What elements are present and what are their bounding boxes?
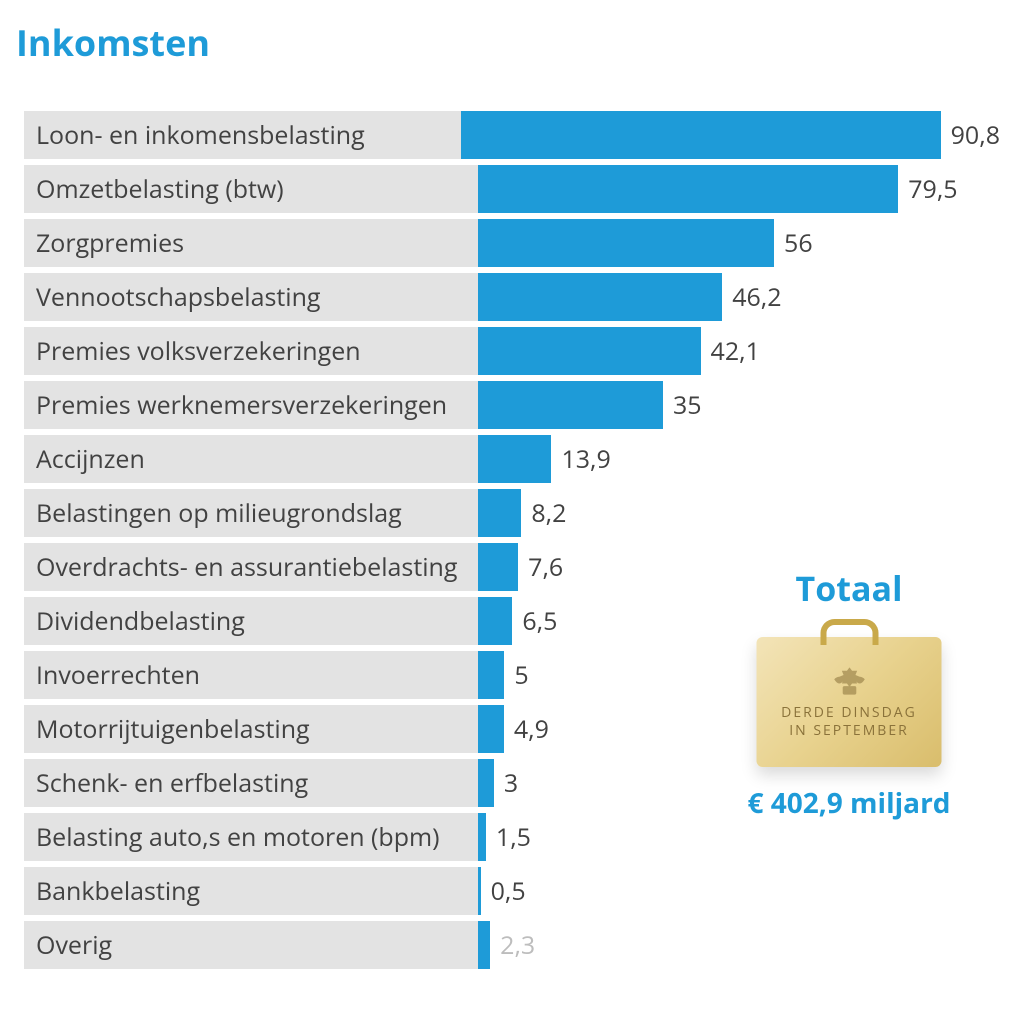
chart-row-value: 42,1 [711, 334, 760, 368]
chart-row-value: 5 [514, 658, 528, 692]
briefcase-icon: DERDE DINSDAG IN SEPTEMBER [719, 619, 979, 774]
total-panel: Totaal DERDE DINSDAG IN SEPTEMBER € 402,… [719, 565, 979, 822]
chart-bar [461, 111, 941, 159]
page-title: Inkomsten [16, 18, 1000, 67]
income-bar-chart: Loon- en inkomensbelasting 90,8 Omzetbelas… [24, 111, 1000, 969]
chart-row: Premies werknemersverzekeringen 35 [24, 381, 1000, 429]
chart-row-label: Loon- en inkomensbelasting [24, 111, 461, 159]
chart-bar [478, 705, 504, 753]
chart-row-label: Dividendbelasting [24, 597, 478, 645]
chart-row-label: Zorgpremies [24, 219, 478, 267]
chart-bar [478, 327, 701, 375]
chart-row-label: Belasting auto,s en motoren (bpm) [24, 813, 478, 861]
chart-row-value: 6,5 [522, 604, 557, 638]
chart-bar [478, 381, 663, 429]
chart-row-value: 90,8 [951, 118, 1000, 152]
chart-row-value: 1,5 [496, 820, 531, 854]
chart-row-value: 79,5 [908, 172, 957, 206]
chart-bar [478, 273, 722, 321]
chart-bar [478, 759, 494, 807]
chart-row: Premies volksverzekeringen 42,1 [24, 327, 1000, 375]
chart-row-value: 4,9 [514, 712, 549, 746]
chart-row-value: 2,3 [500, 928, 535, 962]
chart-row-label: Bankbelasting [24, 867, 478, 915]
chart-row: Bankbelasting 0,5 [24, 867, 1000, 915]
chart-row-bar-area: 0,5 [478, 867, 1000, 915]
chart-bar [478, 867, 481, 915]
chart-row-bar-area: 2,3 [478, 921, 1000, 969]
chart-bar [478, 219, 774, 267]
chart-bar [478, 489, 521, 537]
chart-row-bar-area: 90,8 [461, 111, 1000, 159]
chart-row-value: 35 [673, 388, 702, 422]
chart-row-bar-area: 13,9 [478, 435, 1000, 483]
chart-row-label: Accijnzen [24, 435, 478, 483]
chart-row-bar-area: 79,5 [478, 165, 1000, 213]
chart-row-label: Overig [24, 921, 478, 969]
chart-row: Accijnzen 13,9 [24, 435, 1000, 483]
crest-icon [823, 664, 875, 698]
chart-row-label: Premies volksverzekeringen [24, 327, 478, 375]
chart-bar [478, 543, 518, 591]
chart-bar [478, 597, 512, 645]
chart-row-label: Schenk- en erfbelasting [24, 759, 478, 807]
chart-row-value: 13,9 [561, 442, 610, 476]
chart-row-label: Premies werknemersverzekeringen [24, 381, 478, 429]
chart-row-value: 3 [504, 766, 518, 800]
chart-row: Zorgpremies 56 [24, 219, 1000, 267]
chart-row-bar-area: 35 [478, 381, 1000, 429]
chart-row: Omzetbelasting (btw) 79,5 [24, 165, 1000, 213]
briefcase-line1: DERDE DINSDAG [781, 704, 917, 722]
chart-row-label: Vennootschapsbelasting [24, 273, 478, 321]
chart-bar [478, 435, 551, 483]
chart-row-bar-area: 42,1 [478, 327, 1000, 375]
chart-row-bar-area: 56 [478, 219, 1000, 267]
chart-bar [478, 651, 504, 699]
chart-row-value: 46,2 [732, 280, 781, 314]
chart-row-value: 56 [784, 226, 813, 260]
chart-row-label: Invoerrechten [24, 651, 478, 699]
chart-row: Vennootschapsbelasting 46,2 [24, 273, 1000, 321]
chart-bar [478, 165, 898, 213]
chart-row-value: 7,6 [528, 550, 563, 584]
chart-bar [478, 813, 486, 861]
chart-bar [478, 921, 490, 969]
chart-row-bar-area: 46,2 [478, 273, 1000, 321]
chart-row-value: 0,5 [491, 874, 526, 908]
chart-row-value: 8,2 [531, 496, 566, 530]
chart-row-label: Overdrachts- en assurantiebelasting [24, 543, 478, 591]
chart-row-label: Belastingen op milieugrondslag [24, 489, 478, 537]
chart-row-label: Omzetbelasting (btw) [24, 165, 478, 213]
chart-row: Belastingen op milieugrondslag 8,2 [24, 489, 1000, 537]
total-amount: € 402,9 miljard [719, 784, 979, 822]
chart-row-label: Motorrijtuigenbelasting [24, 705, 478, 753]
chart-row-bar-area: 8,2 [478, 489, 1000, 537]
briefcase-line2: IN SEPTEMBER [781, 722, 917, 740]
total-heading: Totaal [719, 565, 979, 611]
chart-row: Overig 2,3 [24, 921, 1000, 969]
chart-row: Loon- en inkomensbelasting 90,8 [24, 111, 1000, 159]
